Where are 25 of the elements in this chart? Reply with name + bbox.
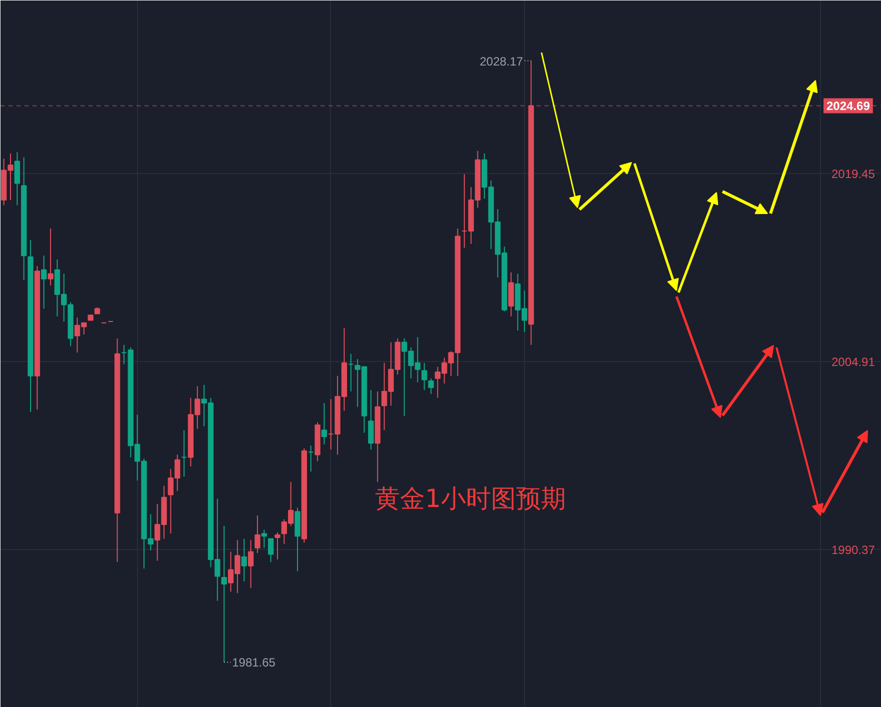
annotation: 2028.17 bbox=[480, 54, 524, 68]
candlestick bbox=[321, 402, 328, 445]
y-tick-label: 2004.91 bbox=[832, 355, 876, 369]
candlestick bbox=[421, 362, 428, 391]
candlestick bbox=[268, 538, 274, 563]
candlestick bbox=[181, 430, 187, 478]
candlestick bbox=[508, 272, 514, 317]
candlestick bbox=[428, 378, 434, 394]
candlestick bbox=[274, 532, 280, 560]
candlestick bbox=[368, 390, 374, 450]
y-tick-label: 2019.45 bbox=[832, 167, 876, 181]
candlestick bbox=[254, 514, 260, 554]
candlestick bbox=[241, 538, 247, 582]
candlestick bbox=[14, 152, 20, 206]
candlestick bbox=[41, 255, 47, 310]
candlestick bbox=[348, 353, 354, 392]
candlestick bbox=[48, 228, 54, 286]
ref-line-label: 2024.69 bbox=[826, 99, 870, 114]
candlestick bbox=[261, 529, 267, 548]
candlestick bbox=[308, 445, 314, 472]
y-tick-label: 1990.37 bbox=[832, 543, 876, 557]
annotation: 黄金1小时图预期 bbox=[375, 484, 566, 513]
candlestick bbox=[221, 525, 227, 663]
candlestick bbox=[248, 540, 254, 588]
annotation: 1981.65 bbox=[232, 656, 276, 670]
